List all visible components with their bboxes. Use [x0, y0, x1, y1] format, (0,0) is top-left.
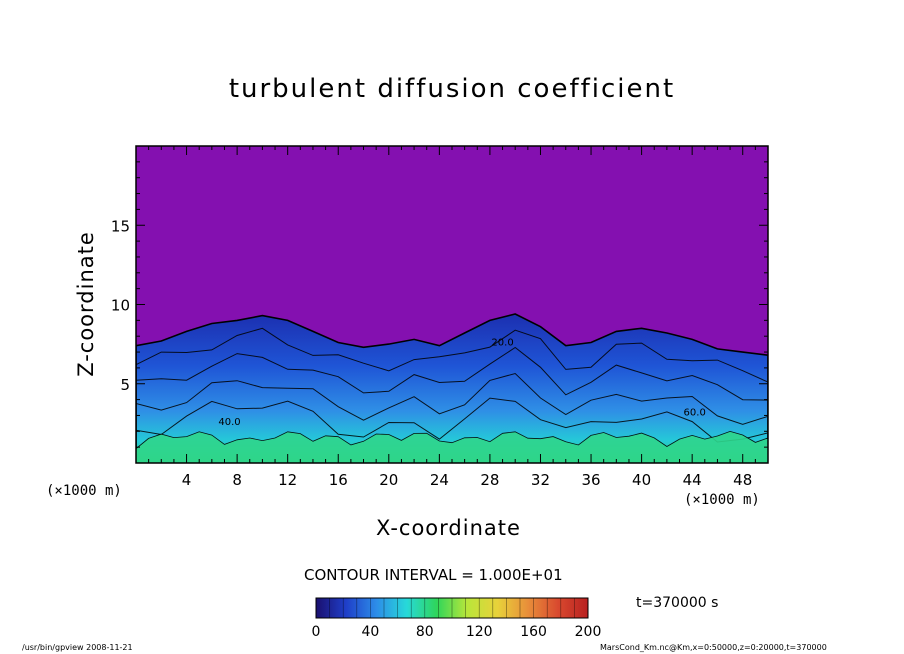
contour-label: 20.0	[491, 338, 513, 349]
time-label: t=370000 s	[636, 595, 719, 611]
y-tick-label: 5	[120, 376, 130, 394]
colorbar-tick-label: 0	[312, 624, 321, 640]
surface-band	[136, 430, 768, 463]
y-tick-label: 10	[111, 297, 130, 315]
colorbar-tick-label: 160	[520, 624, 547, 640]
y-axis-label: Z-coordinate	[74, 231, 98, 377]
colorbar-tick-label: 200	[575, 624, 602, 640]
x-tick-label: 40	[632, 471, 651, 489]
x-unit-label: (×1000 m)	[684, 492, 760, 508]
y-tick-label: 15	[111, 217, 130, 235]
contour-line	[136, 397, 768, 443]
chart-title: turbulent diffusion coefficient	[228, 74, 676, 104]
contour-label: 40.0	[218, 417, 240, 428]
x-tick-label: 32	[531, 471, 550, 489]
contour-line	[136, 372, 768, 425]
contour-line	[136, 327, 768, 383]
z-unit-label: (×1000 m)	[46, 483, 122, 499]
colorbar-tick-label: 80	[416, 624, 434, 640]
footer-right: MarsCond_Km.nc@Km,x=0:50000,z=0:20000,t=…	[600, 643, 827, 652]
x-tick-label: 8	[232, 471, 242, 489]
x-tick-label: 48	[733, 471, 752, 489]
x-tick-label: 16	[329, 471, 348, 489]
x-tick-label: 28	[480, 471, 499, 489]
contour-line	[136, 346, 768, 401]
colorbar-tick-label: 120	[466, 624, 493, 640]
contour-interval-label: CONTOUR INTERVAL = 1.000E+01	[304, 566, 563, 584]
x-tick-label: 4	[182, 471, 192, 489]
turbulent-layer-group	[136, 313, 768, 463]
x-tick-label: 20	[379, 471, 398, 489]
x-tick-label: 12	[278, 471, 297, 489]
footer-left: /usr/bin/gpview 2008-11-21	[22, 643, 133, 652]
x-tick-label: 44	[683, 471, 702, 489]
x-tick-label: 36	[581, 471, 600, 489]
colorbar-tick-label: 40	[361, 624, 379, 640]
contour-label: 60.0	[684, 407, 706, 418]
turbulent-layer	[136, 313, 768, 463]
x-axis-label: X-coordinate	[376, 516, 521, 540]
x-tick-label: 24	[430, 471, 449, 489]
